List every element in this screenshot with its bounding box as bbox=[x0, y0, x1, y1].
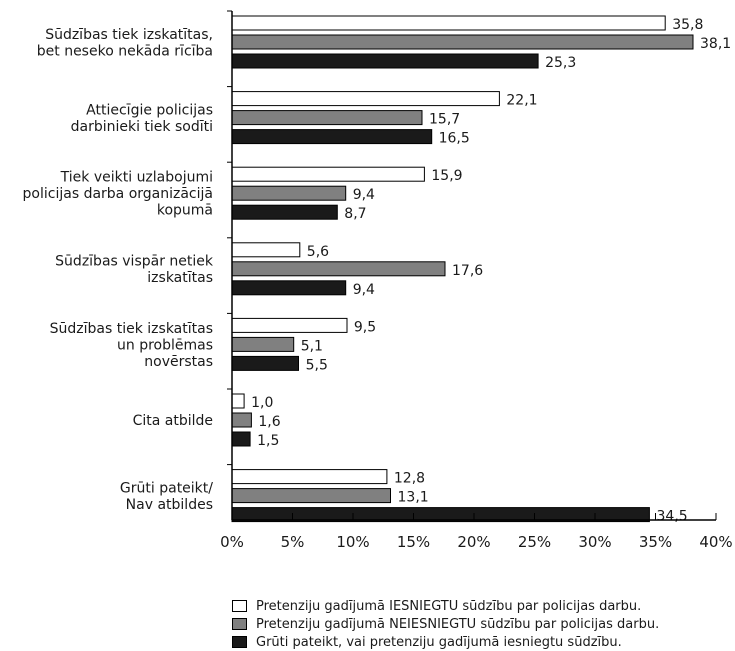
value-label: 5,6 bbox=[307, 244, 329, 260]
value-label: 9,5 bbox=[354, 319, 376, 335]
category-labels: Sūdzības tiek izskatītas, bet neseko nekā… bbox=[23, 27, 214, 513]
legend-swatch bbox=[232, 636, 247, 648]
x-tick-label: 10% bbox=[336, 533, 369, 551]
x-tick-label: 30% bbox=[578, 533, 611, 551]
bar-chart: Sūdzības tiek izskatītas, bet neseko nekā… bbox=[23, 10, 733, 551]
legend-label: Pretenziju gadījumā IESNIEGTU sūdzību pa… bbox=[256, 598, 642, 614]
value-label: 22,1 bbox=[506, 93, 537, 109]
x-tick-label: 0% bbox=[220, 533, 244, 551]
bar bbox=[231, 53, 539, 69]
bar bbox=[231, 280, 347, 296]
legend-swatch bbox=[232, 600, 247, 612]
category-label: Sūdzības tiek izskatītas, bet neseko nekā… bbox=[37, 27, 213, 60]
category-label: Sūdzības vispār netiek izskatītas bbox=[55, 254, 214, 287]
bar bbox=[231, 261, 446, 277]
bar bbox=[231, 317, 348, 333]
value-label: 15,7 bbox=[429, 112, 460, 128]
value-label: 8,7 bbox=[344, 206, 366, 222]
x-tick-label: 5% bbox=[281, 533, 305, 551]
value-label: 12,8 bbox=[394, 471, 425, 487]
value-label: 5,1 bbox=[301, 338, 323, 354]
axes: 0% 5% 10% 15% 20% 25% 30% 35% 40% bbox=[220, 10, 733, 551]
legend-label: Grūti pateikt, vai pretenziju gadījumā i… bbox=[256, 634, 622, 650]
value-labels: 35,8 38,1 25,3 22,1 15,7 16,5 15,9 9,4 8,7 5,6 17,… bbox=[251, 17, 731, 525]
x-tick-label: 15% bbox=[397, 533, 430, 551]
bar bbox=[231, 34, 694, 50]
legend-item: Pretenziju gadījumā NEIESNIEGTU sūdzību … bbox=[232, 615, 659, 633]
bar bbox=[231, 488, 391, 504]
x-tick-label: 40% bbox=[699, 533, 732, 551]
value-label: 34,5 bbox=[657, 509, 688, 525]
legend-item: Pretenziju gadījumā IESNIEGTU sūdzību pa… bbox=[232, 597, 659, 615]
value-label: 1,6 bbox=[258, 414, 280, 430]
value-label: 15,9 bbox=[431, 168, 462, 184]
bar bbox=[231, 336, 295, 352]
x-tick-label: 20% bbox=[457, 533, 490, 551]
legend-swatch bbox=[232, 618, 247, 630]
value-label: 17,6 bbox=[452, 263, 483, 279]
value-label: 1,0 bbox=[251, 395, 273, 411]
category-label: Cita atbilde bbox=[133, 413, 213, 429]
category-label: Tiek veikti uzlabojumi policijas darba or… bbox=[23, 170, 213, 219]
x-tick-label: 35% bbox=[639, 533, 672, 551]
bar bbox=[231, 15, 666, 31]
legend-item: Grūti pateikt, vai pretenziju gadījumā i… bbox=[232, 633, 659, 651]
value-label: 38,1 bbox=[700, 36, 731, 52]
bar bbox=[231, 185, 347, 201]
bar bbox=[231, 91, 500, 107]
value-label: 1,5 bbox=[257, 433, 279, 449]
bar bbox=[231, 110, 423, 126]
bar bbox=[231, 166, 425, 182]
legend: Pretenziju gadījumā IESNIEGTU sūdzību pa… bbox=[232, 597, 659, 651]
bar bbox=[231, 393, 245, 409]
category-label: Grūti pateikt/Nav atbildes bbox=[120, 480, 213, 513]
value-label: 13,1 bbox=[398, 490, 429, 506]
bar bbox=[231, 431, 251, 447]
value-label: 5,5 bbox=[306, 357, 328, 373]
category-label: Attiecīgie policijas darbinieki tiek sodī… bbox=[71, 102, 213, 135]
category-label: Sūdzības tiek izskatītas un problēmas novē… bbox=[50, 321, 213, 370]
bar bbox=[231, 412, 252, 428]
bar bbox=[231, 129, 433, 145]
x-tick-label: 25% bbox=[518, 533, 551, 551]
bar bbox=[231, 469, 388, 485]
legend-label: Pretenziju gadījumā NEIESNIEGTU sūdzību … bbox=[256, 616, 660, 632]
bar bbox=[231, 242, 301, 258]
bar bbox=[231, 355, 299, 371]
value-label: 9,4 bbox=[353, 187, 375, 203]
value-label: 16,5 bbox=[439, 131, 470, 147]
value-label: 25,3 bbox=[545, 55, 576, 71]
value-label: 9,4 bbox=[353, 282, 375, 298]
bar bbox=[231, 204, 338, 220]
value-label: 35,8 bbox=[672, 17, 703, 33]
